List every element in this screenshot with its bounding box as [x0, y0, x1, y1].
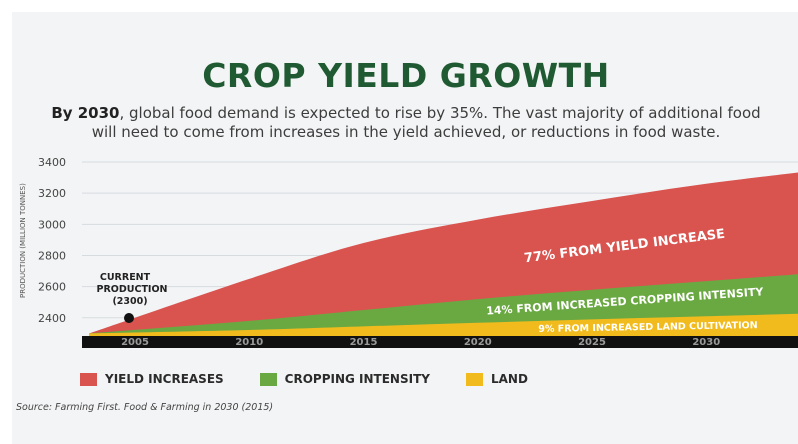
x-tick-label: 2025: [578, 337, 606, 348]
legend-label: YIELD INCREASES: [105, 372, 224, 386]
stacked-areas: [89, 172, 798, 336]
x-tick-label: 2015: [350, 337, 378, 348]
legend-label: CROPPING INTENSITY: [284, 372, 430, 386]
y-tick-label: 3000: [38, 218, 66, 231]
annotation-line1: CURRENT: [100, 272, 151, 283]
legend: YIELD INCREASES CROPPING INTENSITY LAND: [80, 372, 564, 386]
x-axis-labels: 2005 2010 2015 2020 2025 2030: [121, 337, 720, 348]
subtitle-line2: will need to come from increases in the …: [91, 123, 721, 141]
annotation-line2: PRODUCTION: [97, 284, 168, 295]
area-land: [89, 313, 798, 336]
legend-item: YIELD INCREASES: [80, 372, 224, 386]
subtitle-bold: By 2030: [51, 104, 120, 122]
legend-swatch: [465, 372, 483, 386]
source-note: Source: Farming First. Food & Farming in…: [16, 402, 274, 413]
legend-item: LAND: [465, 372, 528, 386]
y-tick-label: 2400: [38, 312, 66, 325]
annotation-line3: (2300): [112, 296, 147, 307]
current-production-annotation: CURRENT PRODUCTION (2300): [97, 272, 168, 323]
legend-swatch: [259, 372, 277, 386]
y-tick-label: 3400: [38, 156, 66, 169]
x-tick-label: 2005: [121, 337, 149, 348]
chart-title: CROP YIELD GROWTH: [202, 56, 610, 95]
y-tick-label: 2600: [38, 281, 66, 294]
x-tick-label: 2010: [235, 337, 263, 348]
legend-item: CROPPING INTENSITY: [259, 372, 430, 386]
y-tick-label: 3200: [38, 187, 66, 200]
legend-swatch: [80, 372, 97, 386]
legend-label: LAND: [490, 372, 528, 386]
x-axis-bar: [82, 336, 798, 348]
y-axis-labels: 2400 2600 2800 3000 3200 3400: [38, 156, 66, 325]
x-tick-label: 2030: [692, 337, 720, 348]
y-axis-title: PRODUCTION (MILLION TONNES): [19, 183, 27, 298]
y-tick-label: 2800: [38, 249, 66, 262]
chart-subtitle: By 2030, global food demand is expected …: [0, 104, 798, 142]
x-tick-label: 2020: [464, 337, 492, 348]
band-label: 9% FROM INCREASED LAND CULTIVATION: [538, 320, 758, 335]
subtitle-rest: , global food demand is expected to rise…: [119, 104, 761, 122]
current-production-dot: [124, 313, 134, 323]
